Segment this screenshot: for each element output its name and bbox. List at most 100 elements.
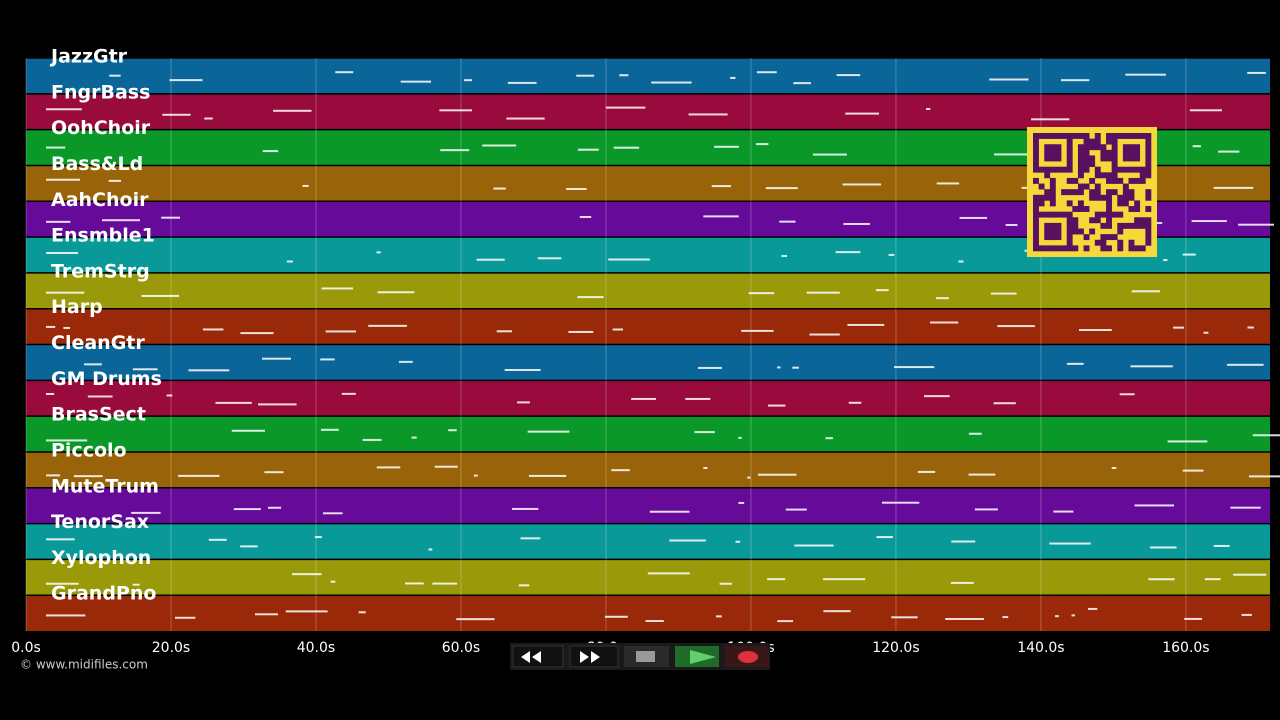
qr-module	[1106, 194, 1112, 201]
qr-module	[1055, 133, 1062, 139]
qr-module	[1094, 183, 1101, 190]
note	[730, 76, 736, 79]
rewind-button[interactable]	[512, 645, 564, 668]
qr-module	[1111, 155, 1118, 162]
qr-module	[1106, 149, 1112, 156]
qr-module	[1134, 144, 1141, 151]
qr-module	[1134, 133, 1141, 139]
note	[747, 476, 751, 479]
note	[1204, 578, 1221, 581]
note	[476, 258, 505, 261]
qr-module	[1033, 133, 1039, 139]
note	[46, 108, 82, 111]
note	[968, 473, 996, 476]
qr-module	[1117, 166, 1124, 173]
qr-module	[1066, 228, 1073, 235]
qr-module	[1072, 177, 1079, 184]
note	[792, 366, 799, 369]
qr-module	[1117, 133, 1124, 139]
note	[1230, 506, 1261, 509]
qr-module	[1066, 234, 1073, 241]
qr-module	[1049, 144, 1056, 151]
note	[320, 428, 339, 431]
note	[240, 332, 274, 335]
track-name: Xylophon	[51, 547, 151, 569]
note	[631, 397, 657, 400]
note	[1213, 186, 1254, 189]
track-row	[26, 523, 1270, 560]
note	[735, 540, 741, 543]
qr-module	[1044, 222, 1051, 229]
track-name: FngrBass	[51, 81, 150, 103]
qr-module	[1106, 222, 1112, 229]
track-name: Piccolo	[51, 439, 127, 461]
qr-module	[1038, 166, 1045, 173]
note	[507, 81, 537, 84]
qr-module	[1122, 222, 1129, 229]
qr-module	[1049, 222, 1056, 229]
qr-module	[1128, 239, 1135, 246]
note	[823, 578, 866, 581]
note	[576, 74, 595, 77]
qr-module	[1117, 245, 1124, 252]
record-button[interactable]	[725, 646, 769, 667]
qr-module	[1111, 149, 1118, 156]
note	[605, 106, 646, 109]
qr-module	[1111, 161, 1118, 168]
qr-module	[1066, 245, 1073, 252]
note	[162, 113, 191, 116]
qr-module	[1049, 228, 1056, 235]
forward-button[interactable]	[569, 645, 619, 668]
qr-module	[1072, 217, 1079, 224]
qr-module	[1061, 245, 1068, 252]
note	[400, 80, 432, 83]
qr-module	[1083, 206, 1090, 212]
qr-module	[1038, 245, 1045, 252]
note	[537, 257, 562, 260]
note	[1182, 469, 1204, 472]
note	[132, 583, 140, 586]
note	[738, 501, 745, 504]
qr-module	[1055, 228, 1062, 235]
qr-module	[1066, 149, 1073, 156]
qr-module	[1044, 166, 1051, 173]
note	[174, 616, 196, 619]
qr-module	[1077, 161, 1084, 168]
note	[842, 183, 881, 186]
note	[688, 113, 728, 116]
note	[876, 536, 893, 539]
note	[1031, 118, 1070, 121]
note	[506, 117, 545, 120]
track-name: Ensmble1	[51, 225, 155, 247]
note	[46, 538, 75, 541]
qr-module	[1145, 166, 1152, 173]
qr-module	[1049, 245, 1056, 252]
qr-module	[1055, 245, 1062, 252]
qr-module	[1077, 149, 1084, 156]
note	[1247, 326, 1254, 329]
note	[262, 150, 279, 153]
track-name: GM Drums	[51, 368, 162, 390]
qr-module	[1077, 155, 1084, 162]
track-name: AahChoir	[51, 189, 149, 211]
note	[716, 615, 722, 618]
qr-module	[1033, 245, 1039, 252]
note	[698, 366, 722, 369]
note	[990, 292, 1017, 295]
note	[1005, 223, 1018, 226]
note	[1247, 71, 1266, 74]
qr-module	[1055, 166, 1062, 173]
note	[848, 401, 862, 404]
play-button[interactable]	[675, 646, 719, 667]
qr-module	[1094, 211, 1101, 218]
note	[302, 184, 309, 187]
qr-module	[1117, 228, 1124, 235]
qr-module	[1077, 228, 1084, 235]
qr-modules	[1033, 133, 1152, 252]
stop-button[interactable]	[624, 646, 669, 667]
note	[131, 511, 161, 514]
qr-module	[1139, 177, 1146, 184]
qr-module	[1072, 222, 1079, 229]
qr-module	[1106, 138, 1112, 145]
qr-module	[1100, 234, 1107, 241]
